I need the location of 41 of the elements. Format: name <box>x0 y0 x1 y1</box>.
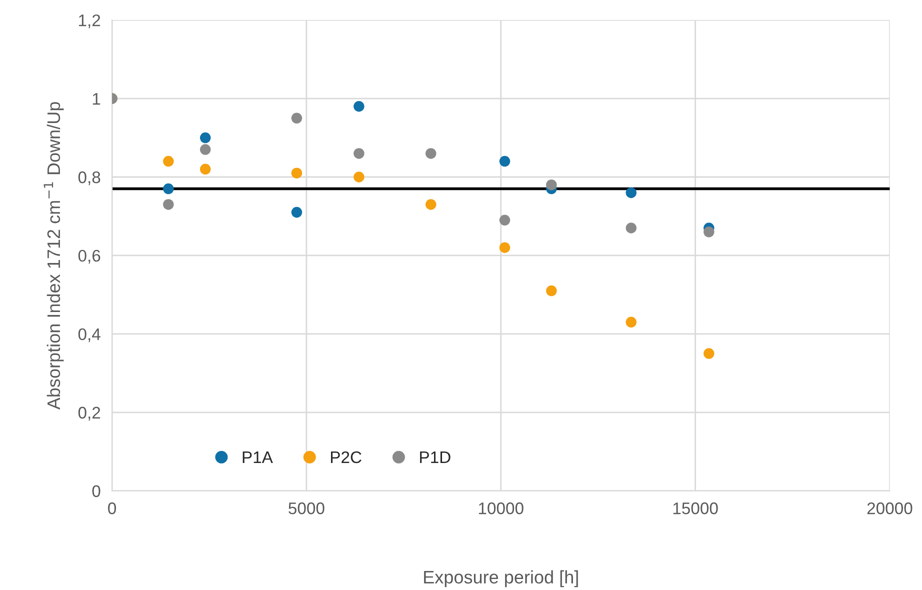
x-tick-label: 15000 <box>673 502 718 514</box>
point <box>626 222 637 234</box>
point <box>546 179 557 190</box>
x-tick-label: 20000 <box>867 502 912 514</box>
point <box>546 285 557 296</box>
point <box>426 199 436 210</box>
point <box>200 144 211 155</box>
point <box>163 156 174 167</box>
point <box>200 164 211 175</box>
x-tick-label: 0 <box>108 502 116 514</box>
point <box>704 226 714 238</box>
point <box>626 316 637 328</box>
point <box>704 348 714 359</box>
point <box>499 242 510 254</box>
point <box>354 148 364 159</box>
point <box>291 168 302 178</box>
legend-label: P2C <box>330 451 362 464</box>
legend-label: P1D <box>420 452 450 464</box>
point <box>200 132 211 144</box>
point <box>354 101 364 112</box>
point <box>354 172 364 182</box>
point <box>626 187 637 198</box>
x-tick-label: 10000 <box>478 502 524 514</box>
x-axis-title: Exposure period [h] <box>424 570 578 588</box>
y-tick-label: 1 <box>92 93 100 105</box>
y-tick-label: 0,6 <box>78 250 100 264</box>
y-tick-label: 0,2 <box>78 406 100 421</box>
point <box>291 206 302 218</box>
y-tick-label: 1,2 <box>79 14 100 28</box>
y-tick-label: 0,4 <box>78 328 100 342</box>
point <box>163 183 174 194</box>
legend-label: P1A <box>242 452 273 464</box>
point <box>426 148 436 159</box>
y-axis-title: Absorption Index 1712 cm$^{−1}$ Down/Up <box>44 102 64 410</box>
y-tick-label: 0 <box>92 485 100 498</box>
y-tick-label: 0,8 <box>78 171 100 186</box>
point <box>499 156 510 167</box>
point <box>163 199 174 210</box>
point <box>499 214 510 226</box>
x-tick-label: 5000 <box>288 502 324 514</box>
point <box>291 112 302 124</box>
